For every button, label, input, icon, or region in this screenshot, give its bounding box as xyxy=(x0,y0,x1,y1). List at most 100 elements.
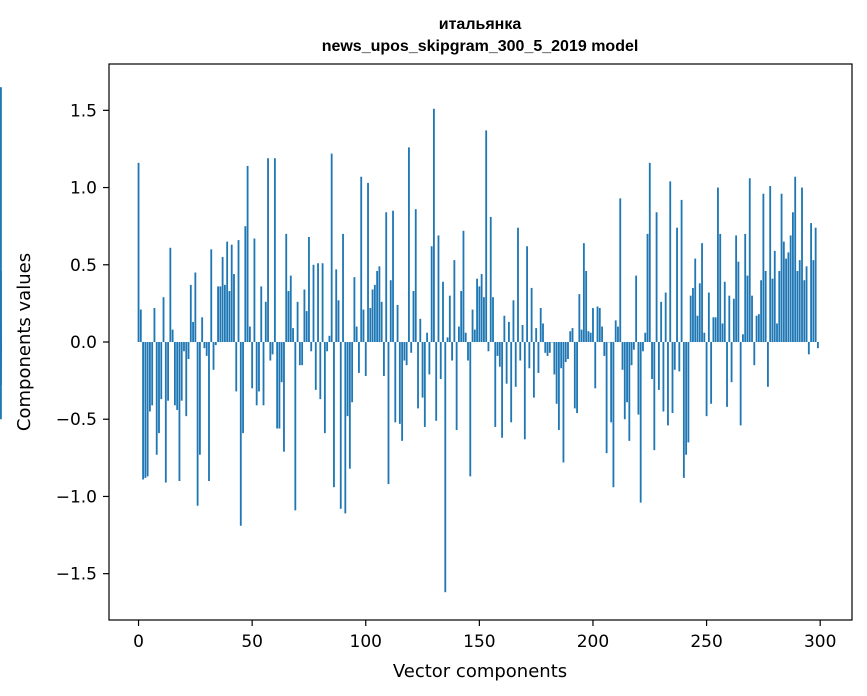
bar xyxy=(326,342,329,352)
bar xyxy=(519,342,522,361)
bar xyxy=(410,342,413,353)
bar xyxy=(328,335,331,342)
bar xyxy=(646,233,649,342)
bar xyxy=(348,342,351,469)
bar xyxy=(280,342,283,383)
bar xyxy=(203,342,206,349)
bar xyxy=(344,342,347,514)
bar xyxy=(244,226,247,342)
bar xyxy=(305,311,308,342)
bar xyxy=(373,284,376,342)
bar xyxy=(0,342,2,420)
bar xyxy=(339,342,342,509)
bar xyxy=(323,342,326,434)
bar xyxy=(594,342,597,389)
bar xyxy=(421,342,424,398)
bar xyxy=(771,278,774,342)
bar xyxy=(394,342,397,423)
bar xyxy=(228,291,231,342)
bar xyxy=(235,342,238,392)
bar xyxy=(146,342,149,477)
bar xyxy=(523,342,526,440)
bar xyxy=(610,342,613,423)
bar xyxy=(744,233,747,342)
bar xyxy=(785,258,788,342)
bar xyxy=(180,342,183,401)
bar xyxy=(737,261,740,342)
bar xyxy=(553,342,556,375)
bar xyxy=(303,289,306,342)
bar xyxy=(696,315,699,342)
bar xyxy=(437,235,440,342)
bar xyxy=(619,198,622,342)
bar xyxy=(673,342,676,370)
bar xyxy=(369,308,372,342)
bar xyxy=(362,309,365,342)
bar xyxy=(355,326,358,342)
bar xyxy=(489,216,492,342)
bar xyxy=(335,269,338,342)
bar xyxy=(455,342,458,431)
bar xyxy=(814,227,817,342)
bar xyxy=(589,332,592,342)
bar xyxy=(139,309,142,342)
bar xyxy=(760,280,763,342)
bar xyxy=(644,332,647,342)
bar xyxy=(798,260,801,342)
bar xyxy=(169,247,172,342)
bar xyxy=(333,342,335,488)
bar xyxy=(346,342,349,417)
bar xyxy=(262,342,265,406)
bar xyxy=(805,266,808,342)
bar xyxy=(321,263,324,342)
bar xyxy=(801,187,803,342)
bar xyxy=(580,329,583,342)
bar xyxy=(562,342,565,463)
bar xyxy=(471,309,474,342)
bar xyxy=(292,328,294,342)
bar xyxy=(712,317,715,342)
bar xyxy=(248,326,251,342)
bar xyxy=(603,342,606,356)
bar xyxy=(498,342,501,367)
bar xyxy=(687,342,690,443)
bar xyxy=(560,342,563,369)
bar xyxy=(701,243,703,342)
bar xyxy=(773,250,776,342)
bar xyxy=(707,292,710,342)
bar xyxy=(267,158,269,342)
y-axis-ticks: −1.5 −1.0 −0.5 0.0 0.5 1.0 1.5 xyxy=(56,101,109,585)
bar xyxy=(446,337,449,342)
bar xyxy=(158,342,160,434)
bar xyxy=(528,342,531,369)
bar xyxy=(308,236,310,342)
bar xyxy=(723,281,726,342)
bar xyxy=(301,342,304,366)
bar xyxy=(414,209,417,342)
bar xyxy=(648,162,651,342)
y-tick-label: 0.0 xyxy=(70,333,97,353)
bar xyxy=(548,342,551,353)
bar xyxy=(655,212,658,342)
bar xyxy=(367,182,369,342)
bar xyxy=(630,342,633,366)
bar xyxy=(198,342,201,455)
bar xyxy=(428,342,431,375)
bar xyxy=(537,342,540,373)
bars-group xyxy=(0,87,819,593)
bar xyxy=(483,297,485,342)
bar xyxy=(162,297,165,342)
bar xyxy=(732,298,735,342)
x-tick-label: 100 xyxy=(350,632,382,652)
x-axis-ticks: 0 50 100 150 200 250 300 xyxy=(133,620,836,652)
bar xyxy=(694,258,697,342)
bar xyxy=(569,331,572,342)
bar xyxy=(810,223,813,342)
bar xyxy=(353,277,356,342)
bar xyxy=(542,323,544,342)
bar xyxy=(173,342,176,406)
bar xyxy=(392,210,394,342)
bar xyxy=(364,342,367,376)
bar xyxy=(0,87,2,342)
bar xyxy=(544,342,547,353)
